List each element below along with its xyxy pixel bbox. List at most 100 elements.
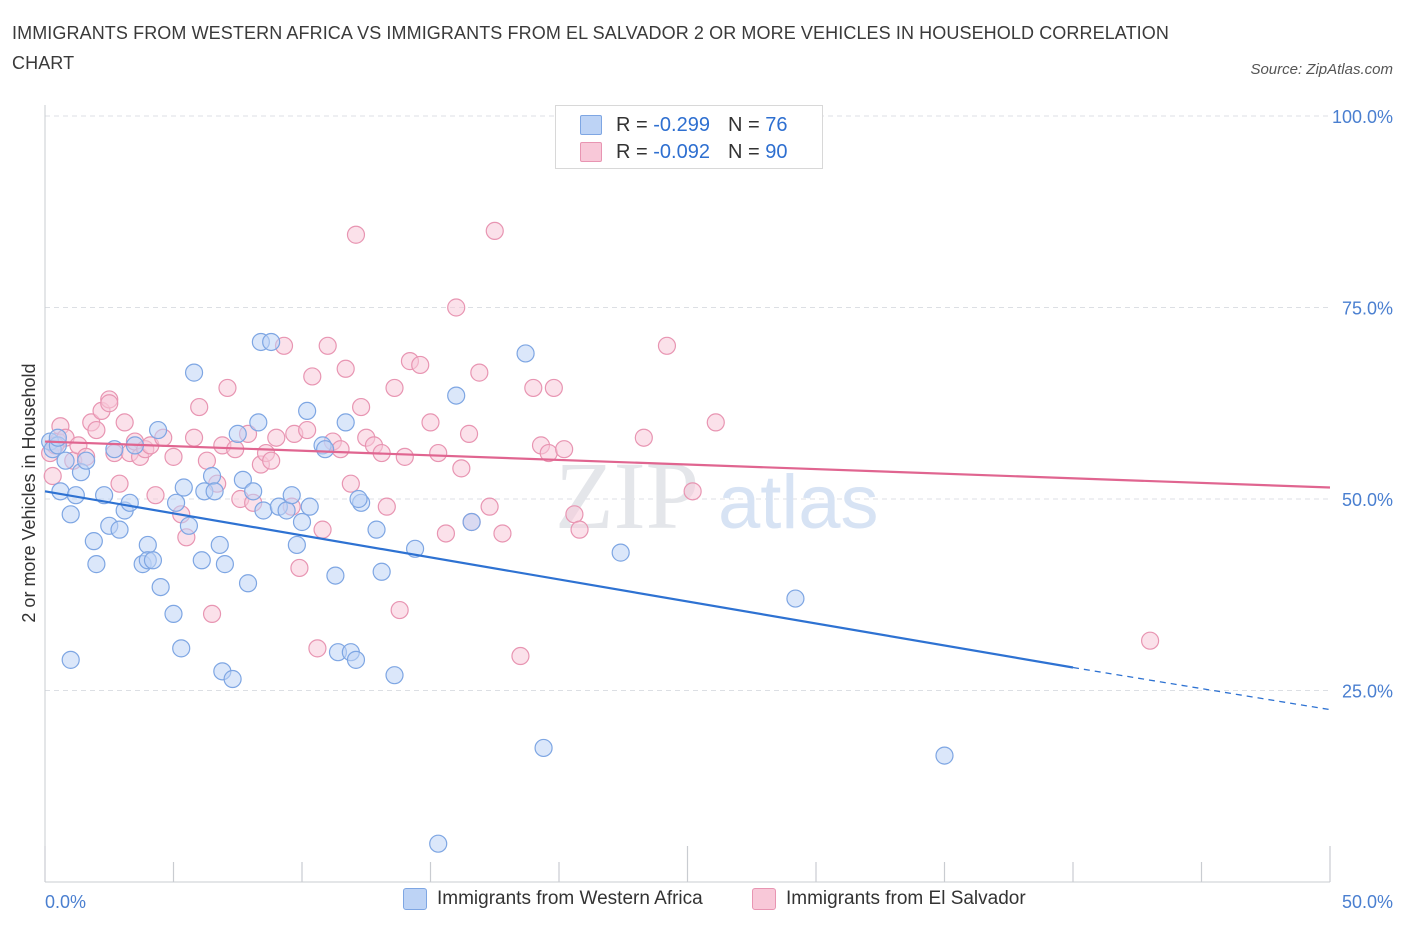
pink-trend-line xyxy=(44,440,1331,489)
series-swatch-blue xyxy=(403,888,427,910)
blue-point xyxy=(205,482,224,501)
pink-point xyxy=(110,474,129,493)
blue-point xyxy=(51,482,70,501)
source-label: Source: ZipAtlas.com xyxy=(1250,61,1393,78)
blue-point xyxy=(298,401,317,421)
correlation-legend: R = -0.299 N = 76 R = -0.092 N = 90 xyxy=(555,105,823,169)
pink-point xyxy=(555,440,574,459)
series-legend-item-el-salvador: Immigrants from El Salvador xyxy=(752,888,1026,910)
legend-swatch-blue xyxy=(580,115,602,135)
pink-point xyxy=(303,367,322,386)
blue-point xyxy=(56,451,75,470)
blue-trend-extension xyxy=(1072,666,1331,711)
blue-point xyxy=(254,501,273,520)
blue-point xyxy=(179,516,199,535)
blue-point xyxy=(326,566,345,585)
blue-point xyxy=(138,535,157,555)
blue-point xyxy=(611,543,630,562)
legend-row-pink: R = -0.092 N = 90 xyxy=(580,140,787,164)
series-legend: Immigrants from Western Africa Immigrant… xyxy=(0,888,1406,916)
blue-point xyxy=(228,424,247,443)
blue-point xyxy=(77,451,96,470)
blue-point xyxy=(249,413,268,432)
pink-point xyxy=(346,225,366,244)
blue-point xyxy=(534,738,553,758)
pink-point xyxy=(565,505,584,524)
trend-lines xyxy=(44,440,1331,711)
blue-point xyxy=(184,363,204,382)
pink-point xyxy=(313,520,332,539)
blue-trend-line xyxy=(44,490,1074,669)
pink-point xyxy=(197,451,217,470)
pink-point xyxy=(184,428,204,447)
pink-point xyxy=(331,440,350,459)
series-swatch-pink xyxy=(752,888,776,910)
pink-point xyxy=(706,413,725,432)
pink-point xyxy=(336,359,355,378)
pink-point xyxy=(341,474,360,493)
blue-point xyxy=(87,555,106,574)
blue-point xyxy=(429,834,448,853)
blue-point xyxy=(300,497,319,516)
pink-point xyxy=(485,221,504,240)
blue-point xyxy=(120,493,139,512)
pink-point xyxy=(511,646,530,666)
blue-point xyxy=(935,746,954,765)
pink-point xyxy=(390,600,409,620)
pink-point xyxy=(218,378,237,398)
blue-point xyxy=(262,332,281,352)
series-legend-label: Immigrants from El Salvador xyxy=(786,888,1026,909)
legend-r-value: -0.299 xyxy=(653,113,710,136)
x-tick-label: 50.0% xyxy=(1342,892,1393,912)
blue-point xyxy=(292,512,312,532)
pink-point xyxy=(470,363,489,382)
pink-point xyxy=(290,558,309,578)
blue-point xyxy=(277,501,296,520)
blue-point xyxy=(143,551,163,570)
blue-point xyxy=(447,386,466,405)
pink-point xyxy=(524,378,543,398)
pink-point xyxy=(146,486,165,505)
grid-lines xyxy=(45,115,1330,691)
legend-n-value: 76 xyxy=(765,113,788,136)
y-axis-label: 2 or more Vehicles in Household xyxy=(19,363,39,622)
pink-point xyxy=(100,394,119,413)
blue-point xyxy=(172,639,191,658)
pink-point xyxy=(115,413,134,432)
pink-point xyxy=(657,336,677,355)
pink-point xyxy=(164,447,183,466)
pink-point xyxy=(395,447,414,466)
pink-point xyxy=(429,443,448,463)
y-tick-label: 75.0% xyxy=(1342,299,1393,319)
pink-point xyxy=(318,336,337,355)
legend-r-value: -0.092 xyxy=(653,140,710,163)
blue-point xyxy=(238,574,258,593)
pink-point xyxy=(411,355,430,375)
blue-point xyxy=(174,478,193,497)
legend-n-value: 90 xyxy=(765,140,788,163)
blue-point xyxy=(244,482,263,501)
pink-point xyxy=(493,524,512,543)
pink-point xyxy=(262,451,281,470)
tick-labels: 25.0% 50.0% 75.0% 100.0% 0.0% 50.0% xyxy=(45,107,1393,912)
pink-point xyxy=(452,459,471,478)
blue-point xyxy=(95,486,114,505)
blue-point xyxy=(110,520,129,539)
blue-point xyxy=(516,344,535,363)
pink-point xyxy=(298,420,317,440)
x-tick-label: 0.0% xyxy=(45,892,86,912)
pink-point xyxy=(43,466,62,486)
pink-point xyxy=(267,428,286,447)
legend-n-label: N = xyxy=(727,140,766,163)
blue-point xyxy=(48,428,67,447)
pink-point xyxy=(570,520,589,539)
blue-point xyxy=(192,551,211,570)
pink-point xyxy=(459,424,479,443)
legend-swatch-pink xyxy=(580,142,602,162)
blue-point xyxy=(385,666,404,685)
blue-point xyxy=(148,420,168,440)
blue-point xyxy=(215,555,234,574)
blue-point xyxy=(210,535,229,555)
legend-row-blue: R = -0.299 N = 76 xyxy=(580,113,787,137)
